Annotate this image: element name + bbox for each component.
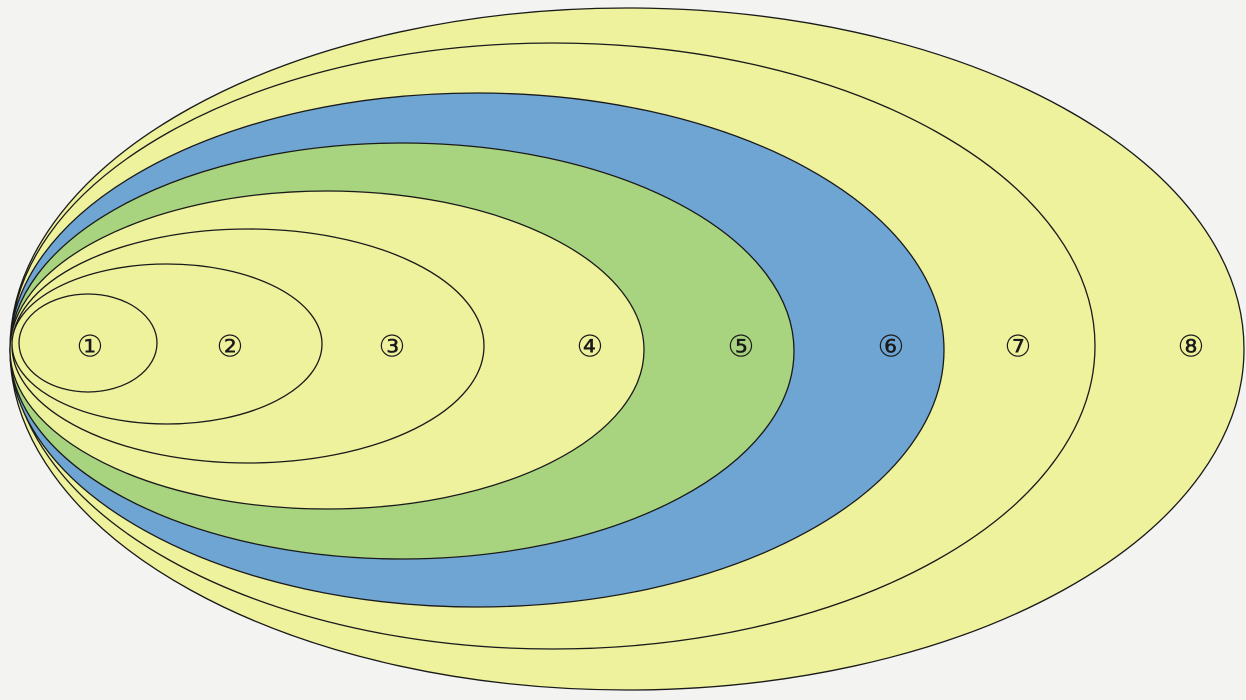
region-7-label: ⑦ xyxy=(1005,330,1032,365)
region-1-label: ① xyxy=(77,330,104,365)
region-3-label: ③ xyxy=(379,330,406,365)
region-4-label: ④ xyxy=(577,330,604,365)
region-8-label: ⑧ xyxy=(1178,330,1205,365)
region-2-label: ② xyxy=(217,330,244,365)
region-5-label: ⑤ xyxy=(728,330,755,365)
region-6-label: ⑥ xyxy=(878,330,905,365)
